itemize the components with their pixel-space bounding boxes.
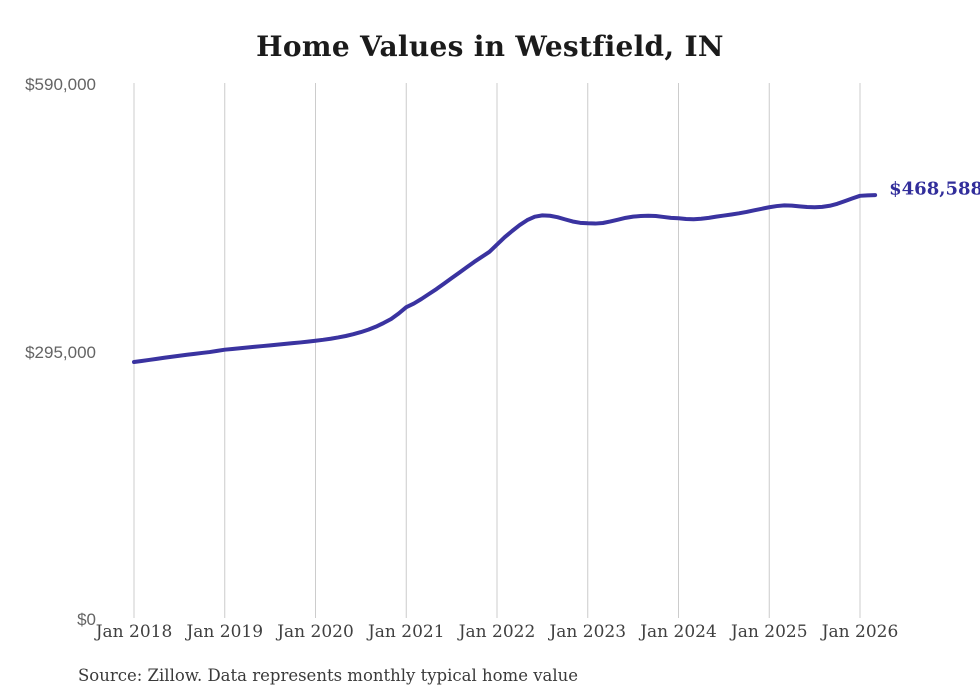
home-value-line [132, 193, 878, 365]
x-tick-label: Jan 2026 [821, 622, 899, 642]
x-tick-label: Jan 2018 [95, 622, 173, 642]
x-tick-label: Jan 2022 [458, 622, 536, 642]
chart-title: Home Values in Westfield, IN [256, 30, 724, 63]
x-tick-label: Jan 2019 [186, 622, 264, 642]
source-note: Source: Zillow. Data represents monthly … [78, 666, 579, 685]
x-tick-label: Jan 2024 [640, 622, 717, 642]
x-tick-label: Jan 2023 [549, 622, 627, 642]
y-tick-label: $590,000 [25, 75, 96, 94]
x-tick-label: Jan 2025 [730, 622, 808, 642]
y-tick-label: $0 [77, 610, 96, 629]
x-tick-label: Jan 2020 [277, 622, 354, 642]
current-value-label: $468,588 [889, 178, 980, 200]
y-tick-label: $295,000 [25, 342, 96, 362]
x-tick-label: Jan 2021 [367, 622, 445, 642]
